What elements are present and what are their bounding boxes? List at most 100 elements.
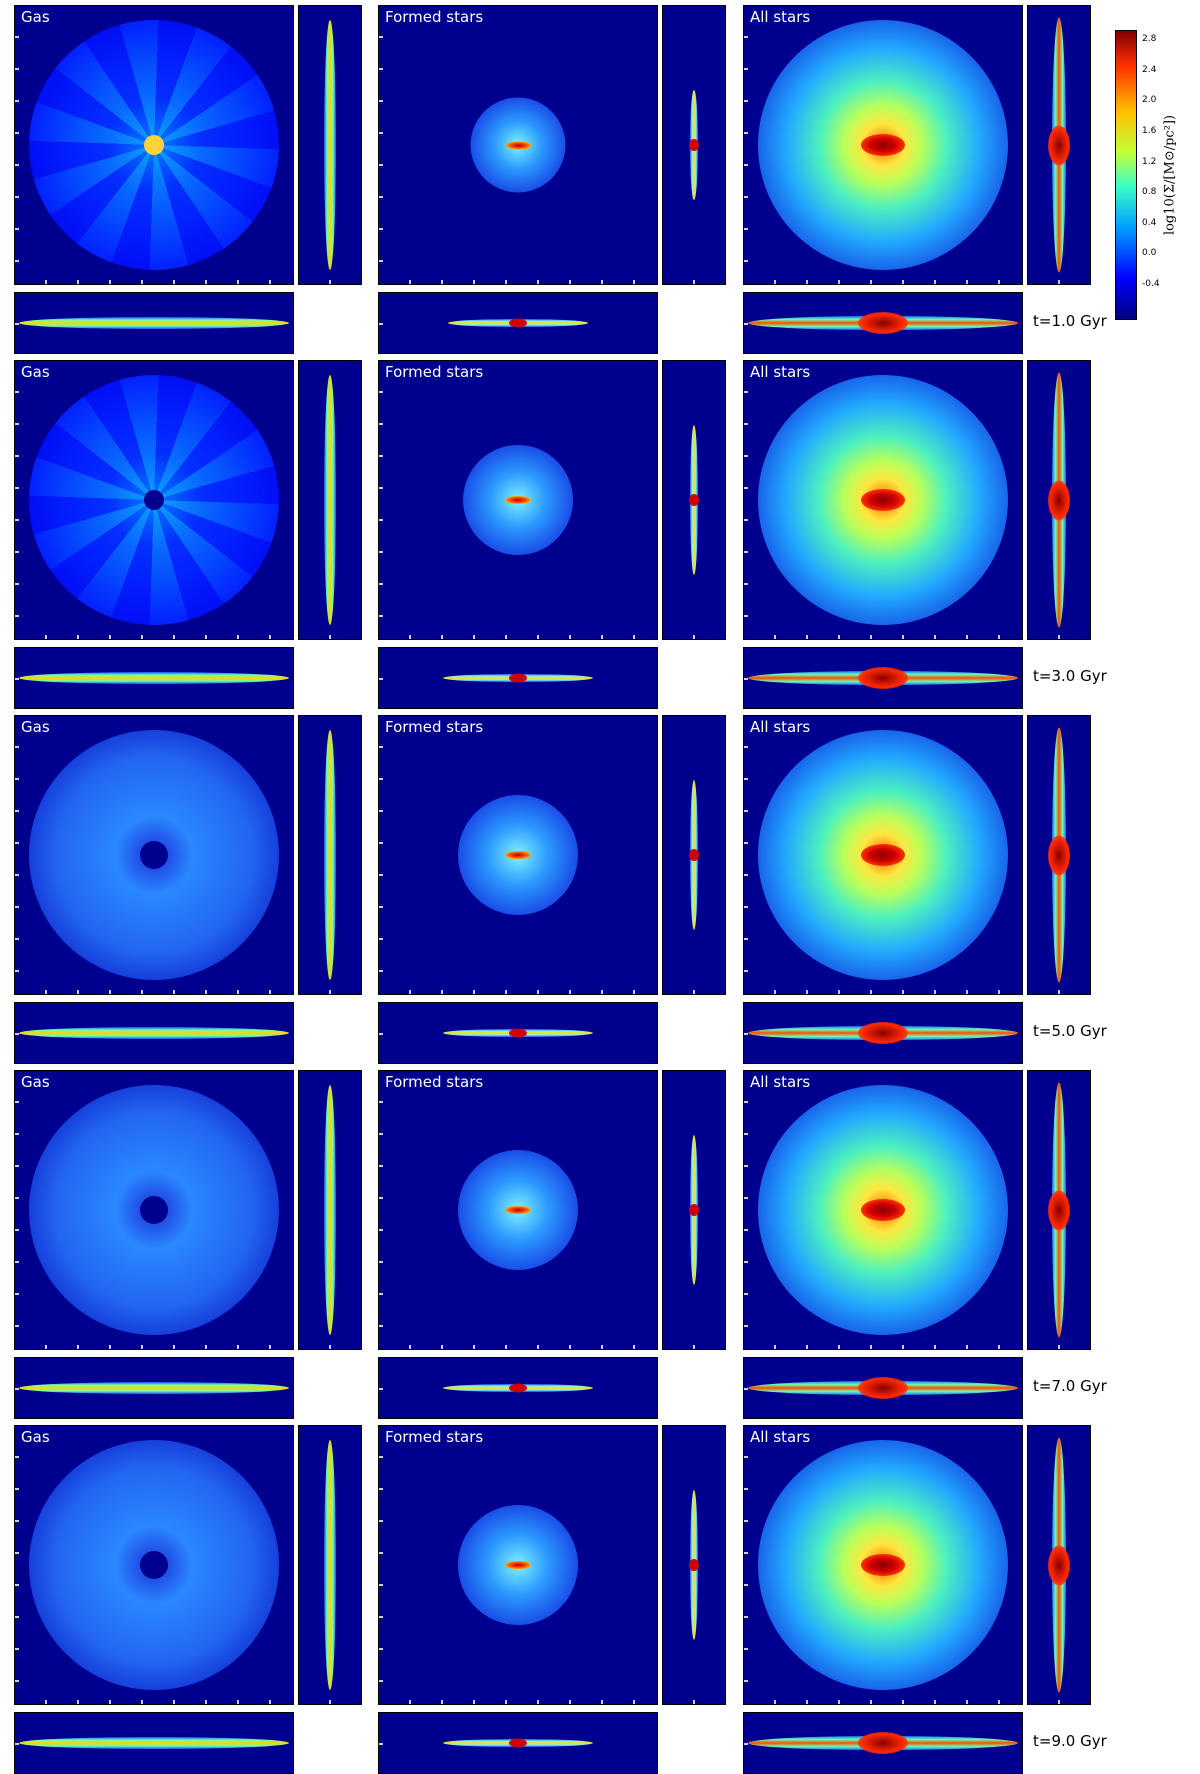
vertical-core: [689, 494, 699, 506]
axis-ticks: [744, 1345, 1022, 1349]
formed-edge-on-vertical-panel-2: [662, 360, 726, 640]
horizontal-core: [509, 1738, 527, 1748]
all-disk-image: [758, 20, 1008, 270]
gas-face-on-panel-1: Gas: [14, 5, 294, 285]
all-face-on-panel-3: All stars: [743, 715, 1023, 995]
all-edge-on-vertical-panel-5: [1027, 1425, 1091, 1705]
axis-ticks: [379, 6, 383, 284]
horizontal-disk-profile: [443, 1383, 593, 1393]
all-edge-on-vertical-panel-1: [1027, 5, 1091, 285]
axis-ticks: [663, 990, 725, 994]
colorbar-tick-label: 0.4: [1142, 217, 1157, 228]
axis-ticks: [744, 1071, 748, 1349]
axis-ticks: [299, 990, 361, 994]
horizontal-core: [858, 1732, 908, 1754]
all-face-on-panel-2: All stars: [743, 360, 1023, 640]
vertical-disk-profile: [324, 1440, 336, 1690]
formed-disk-image: [458, 795, 578, 915]
vertical-disk-profile: [689, 1135, 699, 1285]
horizontal-disk-profile: [19, 317, 289, 329]
formed-panel-title: Formed stars: [385, 1428, 484, 1446]
axis-ticks: [299, 280, 361, 284]
gas-panel-title: Gas: [21, 1428, 50, 1446]
gas-face-on-panel-2: Gas: [14, 360, 294, 640]
all-panel-title: All stars: [750, 8, 811, 26]
gas-edge-on-vertical-panel-1: [298, 5, 362, 285]
gas-disk-image: [29, 1440, 279, 1690]
formed-edge-on-vertical-panel-1: [662, 5, 726, 285]
gas-central-hole: [140, 841, 168, 869]
all-stars-bulge: [861, 844, 905, 866]
axis-ticks: [15, 293, 19, 353]
all-edge-on-vertical-panel-3: [1027, 715, 1091, 995]
vertical-disk-profile: [1048, 1082, 1070, 1338]
axis-ticks: [744, 990, 1022, 994]
axis-ticks: [379, 1071, 383, 1349]
vertical-core: [1048, 125, 1070, 165]
all-edge-on-horizontal-panel-3: [743, 1002, 1023, 1064]
horizontal-disk-profile: [443, 673, 593, 683]
axis-ticks: [379, 1713, 383, 1773]
all-panel-title: All stars: [750, 1428, 811, 1446]
axis-ticks: [15, 1358, 19, 1418]
gas-edge-on-horizontal-panel-1: [14, 292, 294, 354]
all-stars-bulge: [861, 134, 905, 156]
gas-face-on-panel-5: Gas: [14, 1425, 294, 1705]
formed-panel-title: Formed stars: [385, 363, 484, 381]
horizontal-core: [858, 667, 908, 689]
axis-ticks: [379, 1345, 657, 1349]
all-face-on-panel-5: All stars: [743, 1425, 1023, 1705]
horizontal-disk-profile: [748, 667, 1018, 689]
gas-disk-image: [29, 730, 279, 980]
gas-edge-on-vertical-panel-5: [298, 1425, 362, 1705]
axis-ticks: [744, 648, 748, 708]
formed-panel-title: Formed stars: [385, 718, 484, 736]
all-edge-on-horizontal-panel-2: [743, 647, 1023, 709]
gas-edge-on-horizontal-panel-4: [14, 1357, 294, 1419]
formed-face-on-panel-3: Formed stars: [378, 715, 658, 995]
formed-core: [505, 851, 531, 859]
all-edge-on-vertical-panel-2: [1027, 360, 1091, 640]
axis-ticks: [15, 1071, 19, 1349]
axis-ticks: [379, 1700, 657, 1704]
horizontal-disk-profile: [19, 1382, 289, 1394]
axis-ticks: [15, 280, 293, 284]
colorbar-tick-label: 0.0: [1142, 248, 1157, 259]
vertical-disk-profile: [689, 780, 699, 930]
horizontal-disk-profile: [748, 1377, 1018, 1399]
axis-ticks: [379, 293, 383, 353]
colorbar-tick-label: 1.2: [1142, 156, 1157, 167]
gas-face-on-panel-3: Gas: [14, 715, 294, 995]
vertical-disk-profile: [689, 90, 699, 200]
formed-edge-on-horizontal-panel-4: [378, 1357, 658, 1419]
vertical-disk-profile: [324, 375, 336, 625]
axis-ticks: [15, 1426, 19, 1704]
gas-central-hole: [144, 135, 164, 155]
axis-ticks: [663, 635, 725, 639]
axis-ticks: [379, 990, 657, 994]
horizontal-disk-profile: [443, 1028, 593, 1038]
gas-edge-on-horizontal-panel-3: [14, 1002, 294, 1064]
horizontal-disk-profile: [748, 1732, 1018, 1754]
horizontal-disk-profile: [448, 318, 588, 328]
axis-ticks: [1028, 280, 1090, 284]
horizontal-core: [858, 1377, 908, 1399]
gas-panel-title: Gas: [21, 363, 50, 381]
gas-panel-title: Gas: [21, 718, 50, 736]
axis-ticks: [744, 6, 748, 284]
gas-central-hole: [144, 490, 164, 510]
gas-face-on-panel-4: Gas: [14, 1070, 294, 1350]
axis-ticks: [744, 1713, 748, 1773]
axis-ticks: [744, 635, 1022, 639]
vertical-core: [689, 139, 699, 151]
axis-ticks: [379, 648, 383, 708]
gas-edge-on-vertical-panel-4: [298, 1070, 362, 1350]
time-label: t=1.0 Gyr: [1033, 312, 1107, 330]
formed-face-on-panel-5: Formed stars: [378, 1425, 658, 1705]
formed-face-on-panel-4: Formed stars: [378, 1070, 658, 1350]
all-disk-image: [758, 1085, 1008, 1335]
formed-edge-on-vertical-panel-3: [662, 715, 726, 995]
all-stars-bulge: [861, 1199, 905, 1221]
formed-core: [505, 1561, 531, 1569]
colorbar-tick-label: 2.8: [1142, 34, 1157, 44]
